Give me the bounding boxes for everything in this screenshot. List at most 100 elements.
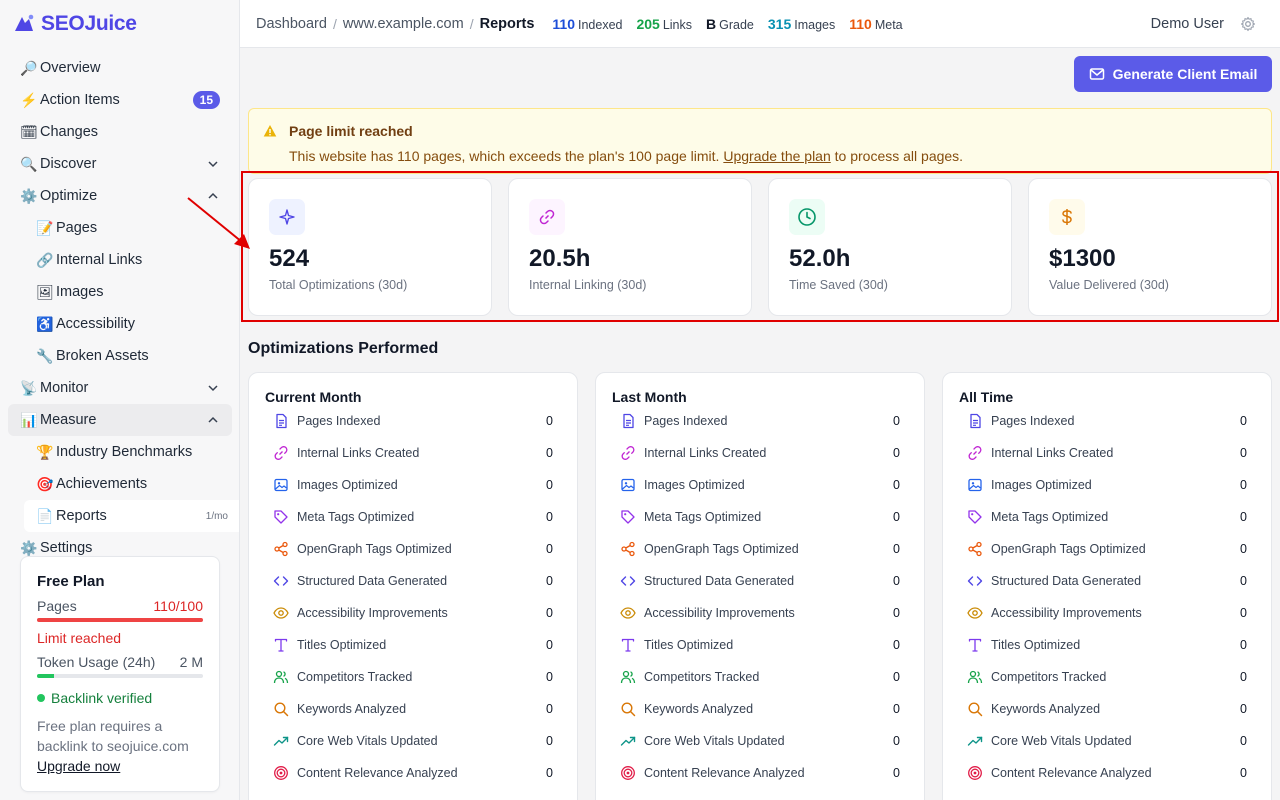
optimization-row: Competitors Tracked 0 (265, 661, 561, 693)
eye-icon (620, 607, 636, 619)
column-title: Current Month (265, 389, 362, 405)
optimization-row: Pages Indexed 0 (265, 405, 561, 437)
current-month-card: Current Month Pages Indexed 0 Internal Lin… (248, 372, 578, 800)
optimization-label: Competitors Tracked (991, 670, 1107, 684)
sidebar-item-reports[interactable]: 📄 Reports 1/mo (24, 500, 239, 532)
title-icon (621, 638, 635, 652)
stat-images: 315 Images (768, 16, 835, 32)
generate-client-email-button[interactable]: Generate Client Email (1074, 56, 1272, 92)
optimization-count: 0 (893, 766, 900, 780)
tag-icon (274, 510, 288, 524)
image-icon (968, 478, 982, 492)
optimization-label: Content Relevance Analyzed (644, 766, 805, 780)
optimization-count: 0 (1240, 734, 1247, 748)
optimization-label: Accessibility Improvements (644, 606, 795, 620)
optimization-label: Internal Links Created (991, 446, 1114, 460)
link-icon (539, 209, 555, 225)
image-icon (621, 478, 635, 492)
document-icon (970, 413, 981, 429)
users-icon (620, 670, 636, 684)
share-icon (274, 541, 288, 557)
token-progress-fill (37, 674, 54, 678)
optimization-row: Keywords Analyzed 0 (959, 693, 1255, 725)
chevron-up-icon[interactable] (206, 189, 220, 203)
link-icon: 🔗 (36, 251, 54, 268)
sidebar-item-measure[interactable]: 📊 Measure (8, 404, 232, 436)
search-icon (968, 702, 983, 717)
alert-text: This website has 110 pages, which exceed… (289, 148, 724, 164)
optimization-label: Images Optimized (297, 478, 398, 492)
wrench-icon: 🔧 (36, 347, 54, 364)
target-icon (968, 766, 982, 780)
metric-icon-box (269, 199, 305, 235)
metric-icon-box (529, 199, 565, 235)
breadcrumb-site[interactable]: www.example.com (342, 15, 464, 32)
optimization-label: Keywords Analyzed (297, 702, 407, 716)
optimization-count: 0 (546, 542, 553, 556)
eye-icon (967, 607, 983, 619)
sidebar-item-changes[interactable]: 🗓 Changes (8, 116, 232, 148)
chevron-down-icon[interactable] (206, 157, 220, 171)
backlink-status: Backlink verified (37, 690, 203, 706)
optimization-label: Images Optimized (644, 478, 745, 492)
upgrade-plan-link[interactable]: Upgrade the plan (723, 148, 831, 164)
alert-body: This website has 110 pages, which exceed… (289, 148, 1255, 164)
optimization-label: Accessibility Improvements (297, 606, 448, 620)
status-dot (37, 694, 45, 702)
optimization-count: 0 (546, 638, 553, 652)
optimization-count: 0 (546, 446, 553, 460)
sidebar-item-internal-links[interactable]: 🔗 Internal Links (8, 244, 232, 276)
optimization-label: Titles Optimized (644, 638, 734, 652)
upgrade-now-link[interactable]: Upgrade now (37, 758, 121, 774)
sidebar-item-accessibility[interactable]: ♿ Accessibility (8, 308, 232, 340)
token-usage: Token Usage (24h) 2 M (37, 654, 203, 670)
sidebar-item-monitor[interactable]: 📡 Monitor (8, 372, 232, 404)
breadcrumb-dashboard[interactable]: Dashboard (256, 15, 327, 32)
sidebar-item-achievements[interactable]: 🎯 Achievements (8, 468, 232, 500)
sidebar-item-pages[interactable]: 📝 Pages (8, 212, 232, 244)
chevron-up-icon[interactable] (206, 413, 220, 427)
breadcrumb-separator: / (332, 15, 337, 32)
trend-icon (620, 736, 636, 746)
seojuice-logo[interactable]: SEOJuice (12, 10, 137, 38)
optimization-count: 0 (893, 478, 900, 492)
sidebar-item-optimize[interactable]: ⚙️ Optimize (8, 180, 232, 212)
stat-grade: B Grade (706, 16, 754, 32)
sidebar-item-discover[interactable]: 🔍 Discover (8, 148, 232, 180)
optimization-count: 0 (1240, 510, 1247, 524)
sidebar-item-label: Pages (56, 220, 98, 236)
gear-icon: ⚙️ (20, 539, 38, 556)
sidebar-item-images[interactable]: 🖼 Images (8, 276, 232, 308)
limit-reached-text: Limit reached (37, 630, 122, 646)
user-menu[interactable]: Demo User (1150, 16, 1224, 32)
title-icon (968, 638, 982, 652)
backlink-verified-text: Backlink verified (51, 690, 153, 706)
optimization-label: Accessibility Improvements (991, 606, 1142, 620)
optimization-label: Core Web Vitals Updated (297, 734, 438, 748)
sidebar-item-industry-benchmarks[interactable]: 🏆 Industry Benchmarks (8, 436, 232, 468)
title-icon (274, 638, 288, 652)
optimization-row: OpenGraph Tags Optimized 0 (612, 533, 908, 565)
stat-value: B (706, 15, 717, 32)
sidebar-item-settings[interactable]: ⚙️ Settings (8, 532, 232, 564)
chevron-down-icon[interactable] (206, 381, 220, 395)
optimization-label: Structured Data Generated (297, 574, 448, 588)
gear-icon[interactable] (1240, 16, 1256, 32)
optimization-row: Core Web Vitals Updated 0 (265, 725, 561, 757)
dollar-icon (1062, 209, 1072, 225)
sidebar-item-label: Discover (40, 156, 97, 172)
sidebar-item-label: Optimize (40, 188, 98, 204)
metric-card-total-optimizations: 524 Total Optimizations (30d) (248, 178, 492, 316)
optimization-row: Structured Data Generated 0 (959, 565, 1255, 597)
trend-icon (273, 736, 289, 746)
plan-note: Free plan requires a backlink to seojuic… (37, 718, 189, 754)
sidebar-item-broken-assets[interactable]: 🔧 Broken Assets (8, 340, 232, 372)
optimization-row: Content Relevance Analyzed 0 (612, 757, 908, 789)
sidebar-item-label: Measure (40, 412, 97, 428)
optimization-row: Competitors Tracked 0 (612, 661, 908, 693)
sidebar-item-action-items[interactable]: ⚡ Action Items 15 (8, 84, 232, 116)
stat-label: Grade (719, 17, 754, 32)
token-progress-bar (37, 674, 203, 678)
optimization-count: 0 (1240, 446, 1247, 460)
sidebar-item-overview[interactable]: 🔎 Overview (8, 52, 232, 84)
